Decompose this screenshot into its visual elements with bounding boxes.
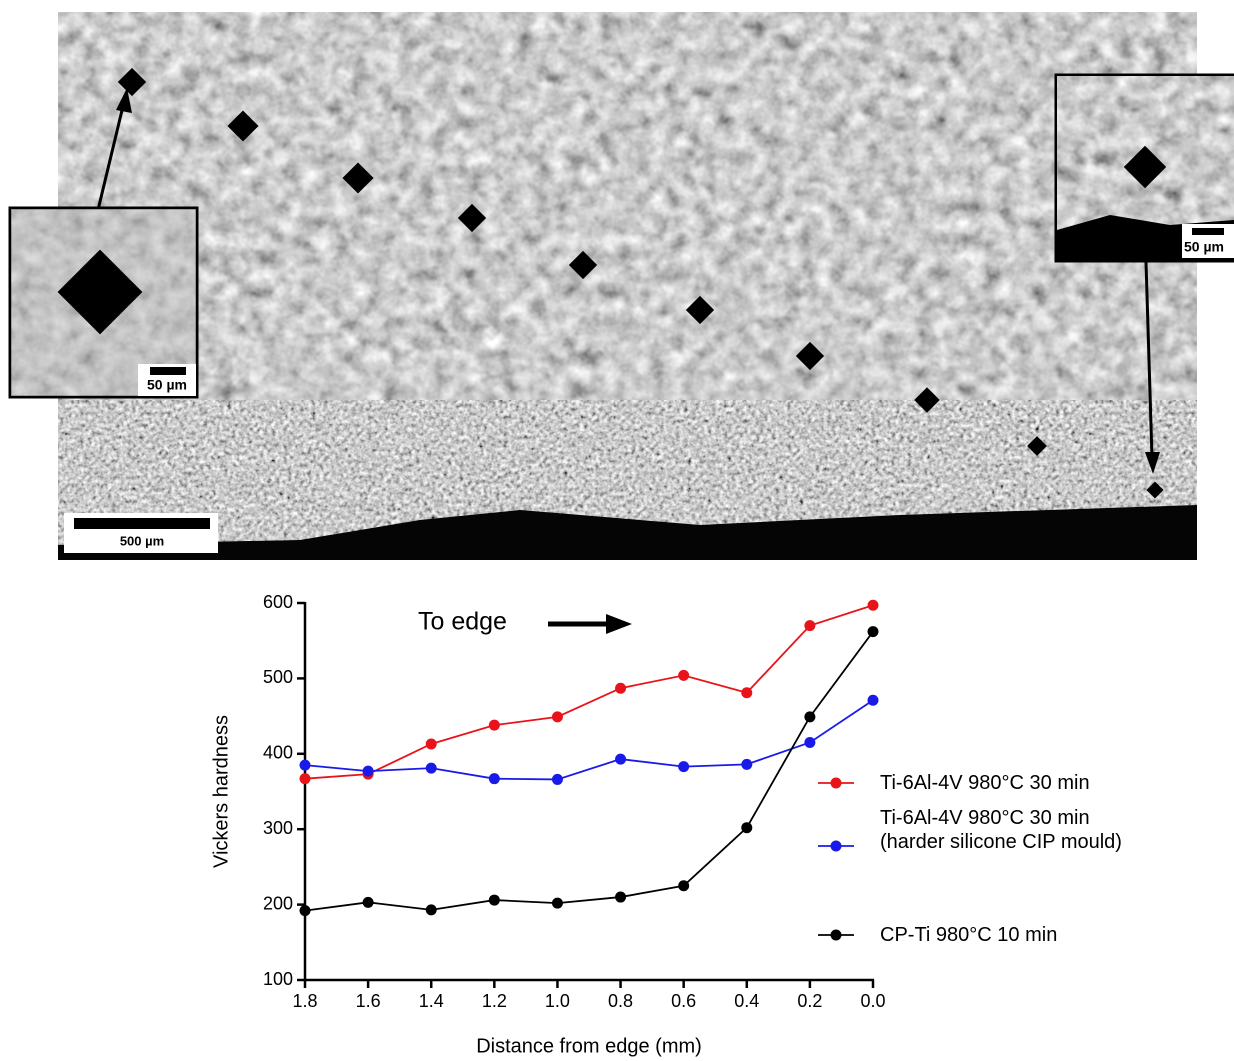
scale-bar-label: 500 µm: [120, 533, 164, 548]
page: 500 µm 50 µm 50 µm 100 200 300 400 500 600 1.8…: [0, 0, 1234, 1061]
x-tick-label: 0.0: [860, 991, 885, 1011]
y-tick-label: 300: [263, 818, 293, 838]
legend-label: Ti-6Al-4V 980°C 30 min (harder silicone …: [880, 806, 1122, 854]
data-point: [426, 738, 437, 749]
legend-marker: [831, 930, 842, 941]
data-point: [868, 600, 879, 611]
data-point: [300, 760, 311, 771]
inset-right: 50 µm: [1056, 75, 1234, 261]
data-point: [741, 759, 752, 770]
data-point: [552, 774, 563, 785]
inset-scale-label: 50 µm: [1184, 239, 1224, 255]
data-point: [426, 904, 437, 915]
x-axis-title: Distance from edge (mm): [476, 1035, 702, 1057]
series-line: [305, 700, 873, 779]
annotation: To edge: [418, 608, 507, 636]
x-tick-label: 1.0: [545, 991, 570, 1011]
chart: 100 200 300 400 500 600 1.8 1.6 1.4 1.2 1.0 0.8 0.6 0…: [210, 592, 885, 1058]
micrograph: 500 µm 50 µm 50 µm: [10, 12, 1234, 560]
data-point: [868, 695, 879, 706]
series-line: [305, 632, 873, 911]
x-tick-label: 1.8: [292, 991, 317, 1011]
y-tick-label: 600: [263, 592, 293, 612]
inset-scale-label: 50 µm: [147, 377, 187, 393]
data-point: [489, 720, 500, 731]
legend-label: Ti-6Al-4V 980°C 30 min: [880, 771, 1090, 795]
data-point: [363, 897, 374, 908]
legend-label: CP-Ti 980°C 10 min: [880, 923, 1057, 947]
data-point: [552, 898, 563, 909]
data-point: [300, 905, 311, 916]
y-tick-label: 100: [263, 969, 293, 989]
data-point: [678, 670, 689, 681]
figure: 500 µm 50 µm 50 µm 100 200 300 400 500 600 1.8…: [0, 0, 1234, 1061]
legend-marker: [831, 841, 842, 852]
data-point: [868, 626, 879, 637]
x-tick-label: 1.6: [356, 991, 381, 1011]
x-tick-label: 0.4: [734, 991, 759, 1011]
y-tick-label: 200: [263, 893, 293, 913]
data-point: [678, 761, 689, 772]
data-point: [552, 711, 563, 722]
series-line: [305, 605, 873, 778]
data-point: [489, 773, 500, 784]
data-point: [615, 683, 626, 694]
x-tick-label: 1.4: [419, 991, 444, 1011]
data-point: [426, 763, 437, 774]
x-tick-label: 0.6: [671, 991, 696, 1011]
x-tick-label: 0.8: [608, 991, 633, 1011]
data-point: [804, 737, 815, 748]
inset-left: 50 µm: [10, 208, 197, 397]
scale-bar: [74, 518, 210, 529]
data-point: [804, 711, 815, 722]
x-tick-label: 0.2: [797, 991, 822, 1011]
data-point: [489, 895, 500, 906]
annotation-arrowhead: [606, 614, 632, 634]
data-point: [615, 754, 626, 765]
data-point: [615, 892, 626, 903]
data-point: [804, 620, 815, 631]
data-point: [741, 687, 752, 698]
data-point: [363, 766, 374, 777]
x-tick-label: 1.2: [482, 991, 507, 1011]
data-point: [300, 773, 311, 784]
data-point: [741, 822, 752, 833]
data-point: [678, 880, 689, 891]
y-tick-label: 400: [263, 743, 293, 763]
y-axis-title: Vickers hardness: [210, 715, 232, 868]
legend-marker: [831, 778, 842, 789]
y-tick-label: 500: [263, 667, 293, 687]
